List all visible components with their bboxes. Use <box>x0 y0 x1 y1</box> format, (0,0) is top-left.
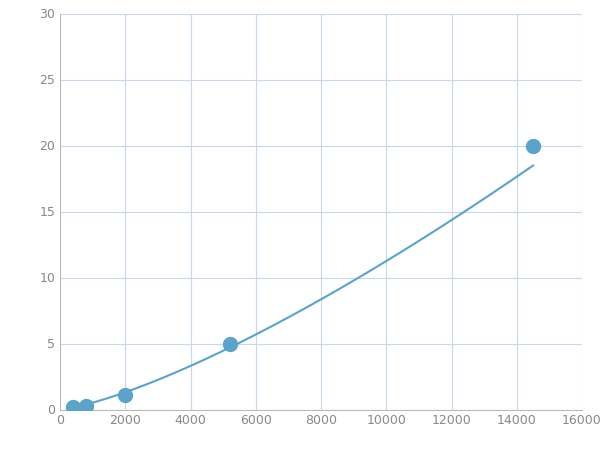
Point <box>121 392 130 399</box>
Point <box>528 142 538 149</box>
Point <box>81 402 91 409</box>
Point <box>68 403 78 410</box>
Point <box>225 340 235 347</box>
